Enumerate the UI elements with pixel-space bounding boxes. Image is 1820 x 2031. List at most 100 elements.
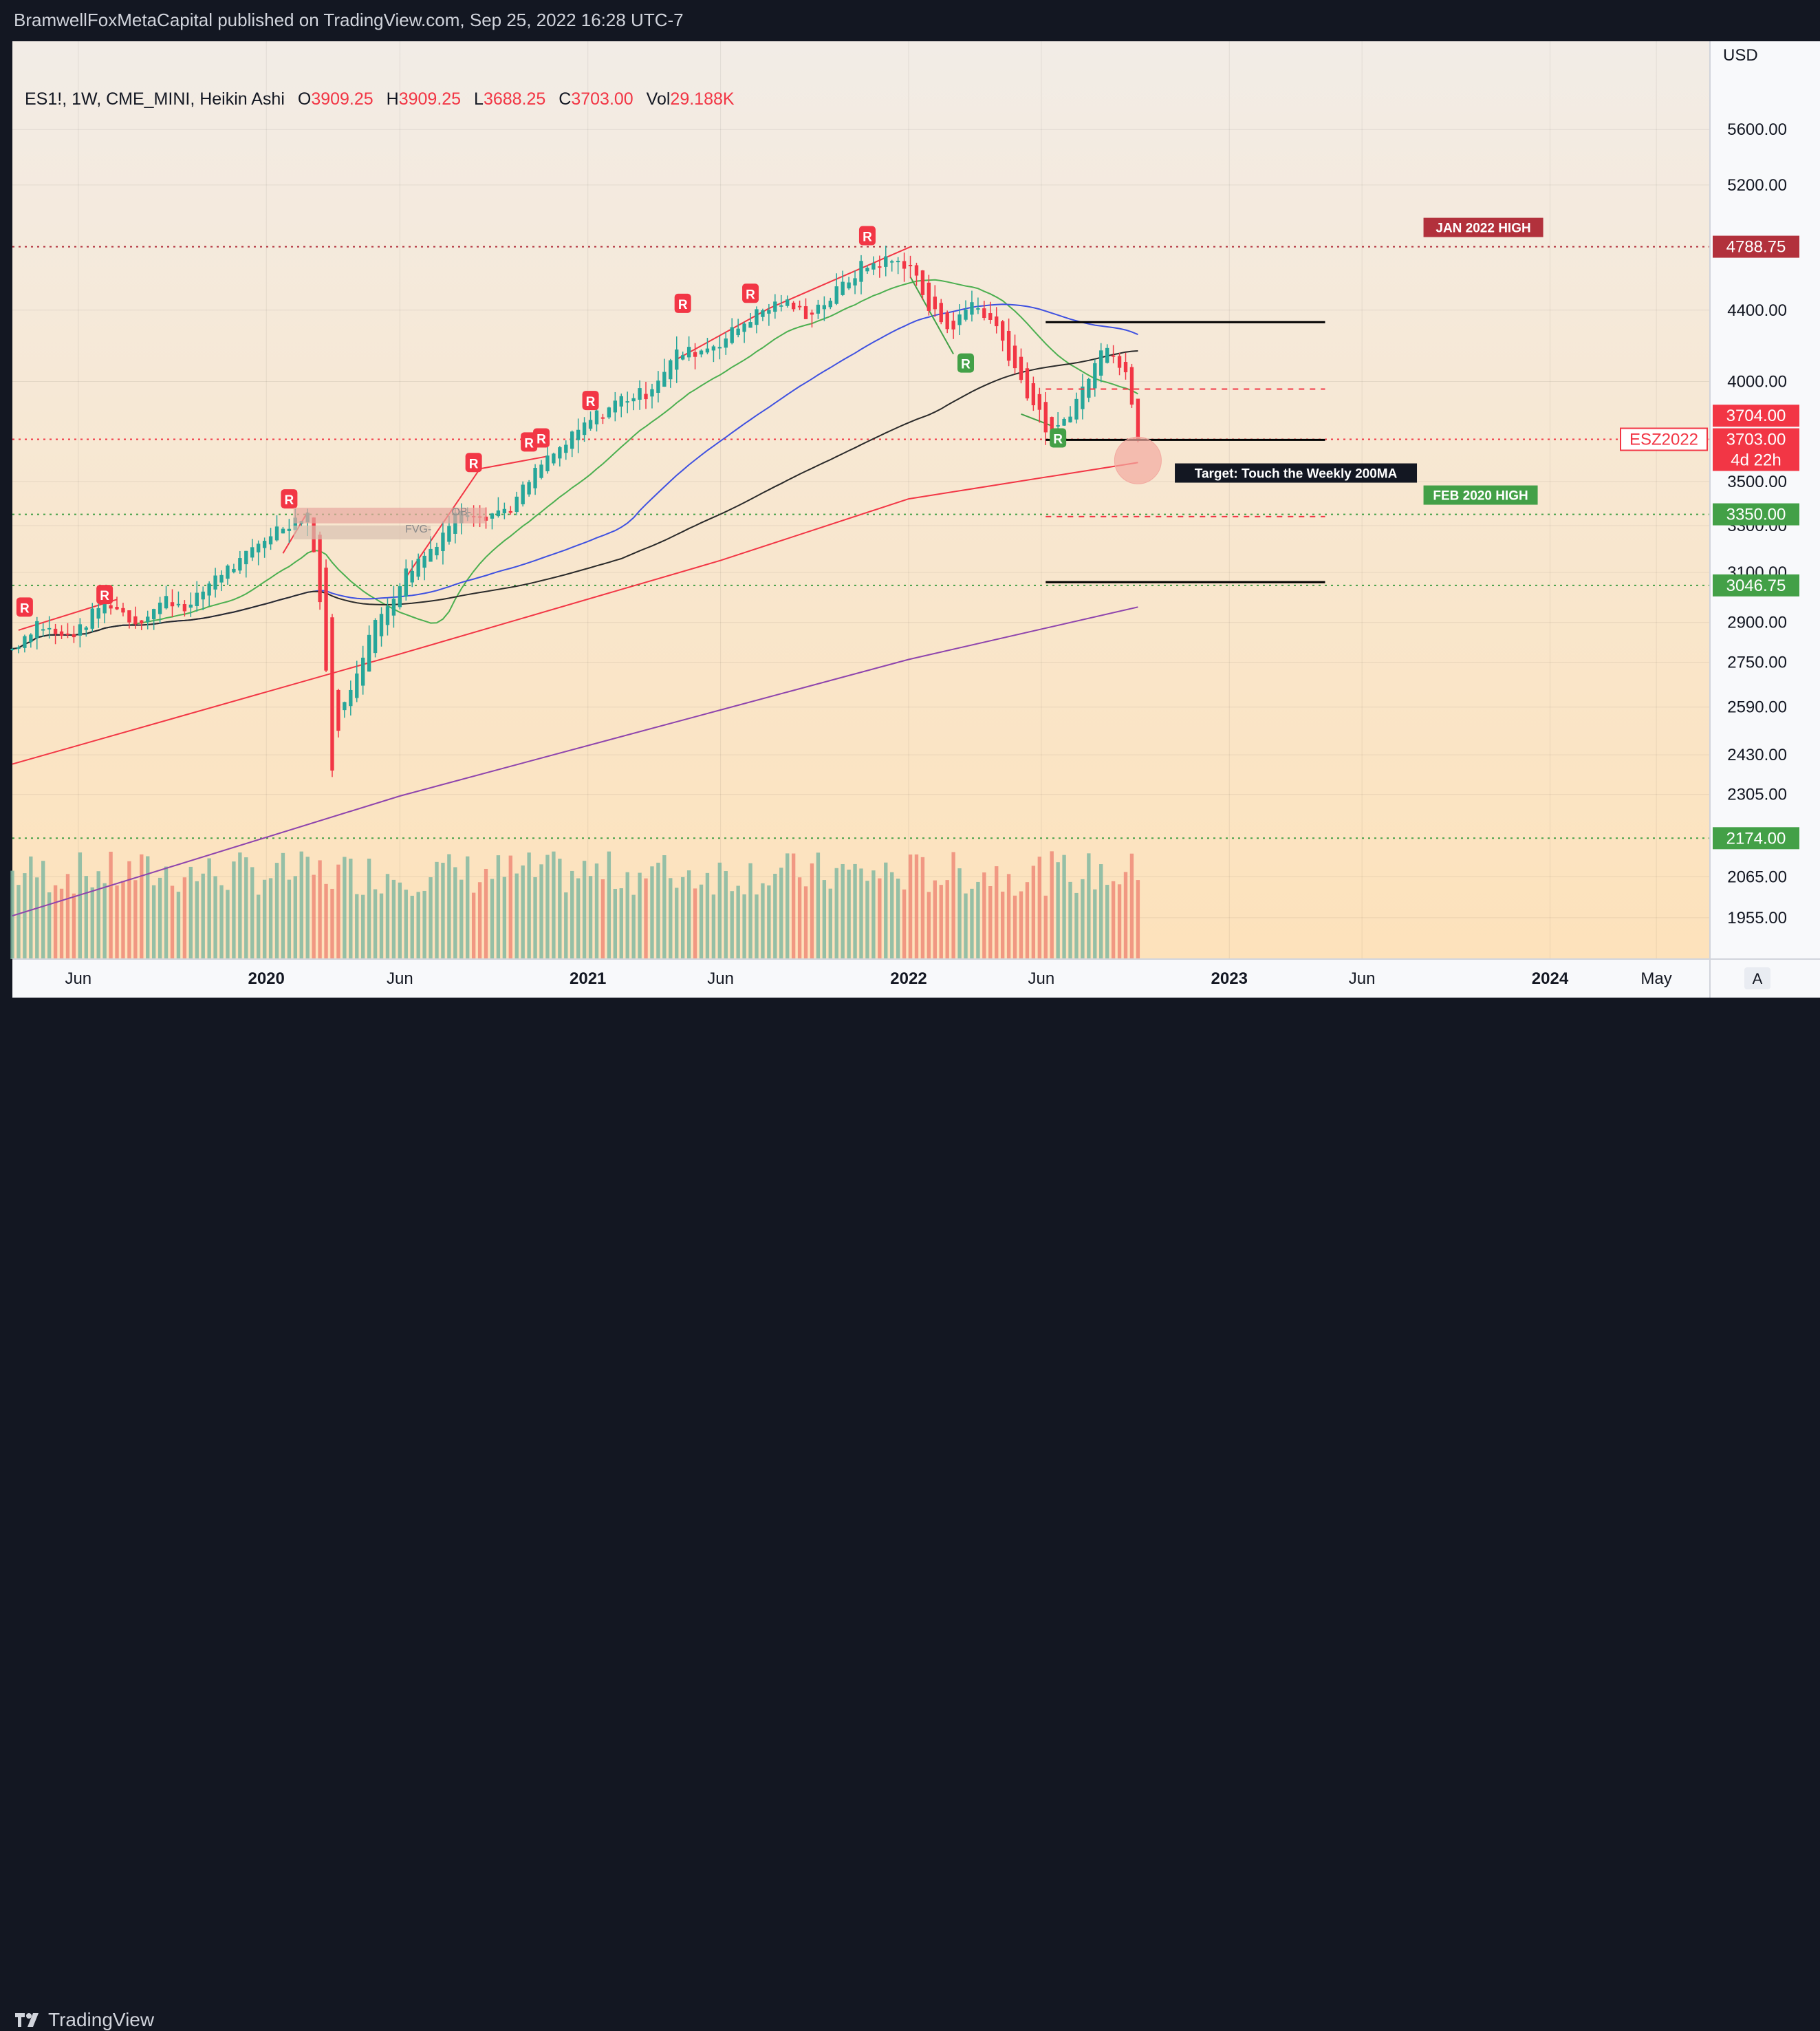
candle-body [164,596,169,609]
candle-body [238,558,242,571]
r-signal-badge: R [1053,432,1063,447]
auto-scale-button[interactable]: A [1753,970,1763,987]
volume-bar [1037,857,1042,959]
volume-bar [330,888,334,959]
r-signal-badge: R [863,230,872,245]
candle-body [594,410,599,425]
price-axis-tick: 2590.00 [1727,698,1787,717]
candle-body [1074,398,1079,420]
volume-bar [373,889,378,959]
volume-bar [355,894,359,959]
candle-body [662,372,667,387]
candle-body [385,606,390,625]
price-chart[interactable]: JAN 2022 HIGH FEB 2020 HIGH Target: Touch … [0,41,1820,998]
volume-bar [343,857,347,959]
candle-body [1123,362,1128,373]
target-circle[interactable] [1114,436,1162,484]
candle-body [748,322,752,328]
volume-bar [964,893,968,959]
r-signal-badge: R [961,358,971,372]
volume-bar [533,877,537,959]
trend-line-red [479,455,548,470]
volume-bar [539,864,543,959]
candle-body [927,282,931,311]
volume-bar [398,882,402,959]
time-axis-tick: 2021 [570,969,606,988]
candle-body [656,380,660,393]
volume-bar [164,866,169,959]
volume-bar [736,885,740,959]
r-signal-badge: R [524,436,534,451]
volume-bar [951,852,955,959]
volume-bar [84,876,88,959]
candle-body [588,420,593,429]
candle-body [1019,356,1023,380]
volume-bar [797,877,802,959]
candle-body [65,633,70,635]
candle-body [17,647,21,649]
candle-body [391,599,396,616]
candle-body [441,533,445,552]
candle-body [1093,363,1097,389]
volume-bar [908,855,913,959]
volume-bar [896,879,900,959]
candle-body [90,608,94,629]
close-value: 3703.00 [571,89,633,109]
candle-body [1129,367,1134,405]
candle-body [914,265,919,276]
candle-body [140,620,144,624]
candle-body [878,266,882,268]
volume-bar [675,888,679,959]
candle-body [78,624,83,636]
volume-bar [859,868,863,959]
tradingview-logo[interactable]: TradingView [14,2009,154,2031]
candle-body [318,535,322,603]
volume-bar [558,859,562,959]
volume-bar [447,854,451,959]
candle-body [680,355,685,360]
fair-value-gap-zone[interactable] [293,525,431,539]
candle-body [293,517,298,530]
volume-bar [669,878,673,959]
time-axis-tick: Jun [1349,969,1376,988]
volume-bar [786,853,790,959]
volume-bar [662,855,667,959]
candle-body [1025,368,1030,399]
volume-bar [410,895,414,959]
candle-body [23,636,27,648]
candle-body [761,310,765,317]
volume-bar [182,877,187,959]
candle-body [41,629,45,631]
candle-body [115,607,119,610]
volume-bar [878,878,882,959]
r-signal-badge-bg [533,428,550,448]
candle-body [1000,321,1005,341]
candle-body [274,526,279,541]
volume-bar [810,863,814,959]
time-axis-tick: Jun [707,969,734,988]
candle-body [1043,402,1048,433]
time-axis-tick: 2022 [890,969,927,988]
candle-body [570,431,574,449]
order-block-zone[interactable] [293,507,486,524]
volume-bar [1111,881,1116,959]
volume-bar [226,890,230,959]
candle-body [219,574,224,583]
jan-2022-high-label-bg [1423,217,1543,237]
chart-area[interactable]: JAN 2022 HIGH FEB 2020 HIGH Target: Touch … [0,41,1820,998]
volume-bar [29,856,33,959]
candle-body [920,270,925,295]
auto-scale-button-bg[interactable] [1744,967,1770,989]
volume-bar [1006,874,1011,959]
time-axis-background [12,959,1710,998]
volume-bar [816,852,821,959]
volume-bar [871,870,876,959]
candle-body [324,567,328,671]
volume-bar [625,872,629,959]
candle-body [53,628,58,634]
volume-bar [724,871,728,959]
volume-bar [1081,879,1085,959]
price-axis-label: 3704.00 [1726,407,1786,425]
candle-body [268,536,273,545]
candle-body [669,360,673,380]
